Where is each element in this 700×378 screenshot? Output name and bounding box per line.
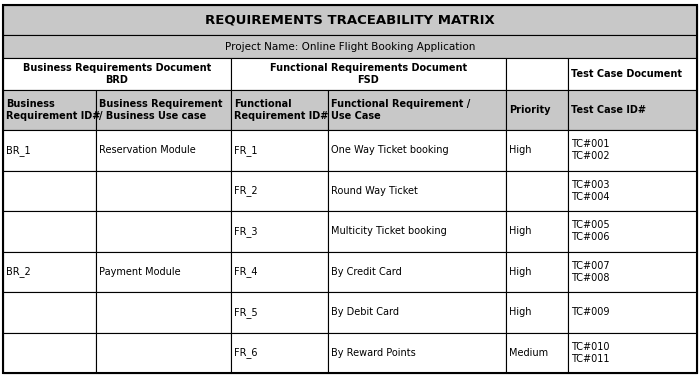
Text: TC#007
TC#008: TC#007 TC#008 [571, 260, 610, 283]
Bar [568, 211, 697, 251]
Text: Functional
Requirement ID#: Functional Requirement ID# [234, 99, 328, 121]
Bar [3, 5, 697, 35]
Bar [506, 58, 568, 90]
Text: Test Case ID#: Test Case ID# [571, 105, 646, 115]
Bar [506, 251, 568, 292]
Text: FR_5: FR_5 [234, 307, 258, 318]
Text: By Credit Card: By Credit Card [331, 267, 402, 277]
Bar [328, 211, 506, 251]
Text: Reservation Module: Reservation Module [99, 145, 196, 155]
Text: FR_3: FR_3 [234, 226, 258, 237]
Bar [3, 90, 96, 130]
Bar [568, 333, 697, 373]
Text: FR_2: FR_2 [234, 185, 258, 196]
Bar [568, 90, 697, 130]
Bar [96, 130, 231, 170]
Bar [231, 251, 328, 292]
Text: Test Case Document: Test Case Document [571, 69, 682, 79]
Bar [506, 170, 568, 211]
Bar [3, 211, 96, 251]
Text: Functional Requirements Document
FSD: Functional Requirements Document FSD [270, 63, 467, 85]
Bar [328, 251, 506, 292]
Text: High: High [509, 307, 531, 317]
Text: Business Requirement
/ Business Use case: Business Requirement / Business Use case [99, 99, 223, 121]
Bar [328, 90, 506, 130]
Bar [568, 170, 697, 211]
Text: Functional Requirement /
Use Case: Functional Requirement / Use Case [331, 99, 470, 121]
Text: TC#005
TC#006: TC#005 TC#006 [571, 220, 610, 242]
Bar [568, 292, 697, 333]
Text: Priority: Priority [509, 105, 550, 115]
Bar [328, 170, 506, 211]
Bar [568, 130, 697, 170]
Bar [231, 211, 328, 251]
Text: Project Name: Online Flight Booking Application: Project Name: Online Flight Booking Appl… [225, 42, 475, 51]
Text: Payment Module: Payment Module [99, 267, 181, 277]
Bar [231, 292, 328, 333]
Text: Business Requirements Document
BRD: Business Requirements Document BRD [23, 63, 211, 85]
Bar [3, 333, 96, 373]
Bar [568, 251, 697, 292]
Bar [568, 58, 697, 90]
Text: FR_6: FR_6 [234, 347, 258, 358]
Bar [231, 58, 506, 90]
Text: Multicity Ticket booking: Multicity Ticket booking [331, 226, 447, 236]
Bar [3, 35, 697, 58]
Text: High: High [509, 145, 531, 155]
Bar [96, 211, 231, 251]
Bar [231, 90, 328, 130]
Text: BR_1: BR_1 [6, 145, 31, 156]
Bar [231, 170, 328, 211]
Bar [3, 251, 96, 292]
Bar [506, 90, 568, 130]
Bar [3, 130, 96, 170]
Text: By Debit Card: By Debit Card [331, 307, 399, 317]
Bar [3, 170, 96, 211]
Text: Round Way Ticket: Round Way Ticket [331, 186, 418, 196]
Bar [231, 333, 328, 373]
Text: BR_2: BR_2 [6, 266, 31, 277]
Text: Business
Requirement ID#: Business Requirement ID# [6, 99, 100, 121]
Bar [506, 130, 568, 170]
Text: TC#003
TC#004: TC#003 TC#004 [571, 180, 610, 202]
Text: By Reward Points: By Reward Points [331, 348, 416, 358]
Bar [506, 292, 568, 333]
Text: Medium: Medium [509, 348, 548, 358]
Bar [328, 130, 506, 170]
Text: High: High [509, 267, 531, 277]
Bar [96, 333, 231, 373]
Bar [328, 333, 506, 373]
Bar [96, 170, 231, 211]
Bar [96, 292, 231, 333]
Bar [506, 211, 568, 251]
Text: High: High [509, 226, 531, 236]
Bar [96, 251, 231, 292]
Text: FR_1: FR_1 [234, 145, 258, 156]
Bar [328, 292, 506, 333]
Bar [506, 333, 568, 373]
Bar [3, 292, 96, 333]
Bar [96, 90, 231, 130]
Text: One Way Ticket booking: One Way Ticket booking [331, 145, 449, 155]
Bar [3, 58, 231, 90]
Bar [231, 130, 328, 170]
Text: TC#010
TC#011: TC#010 TC#011 [571, 342, 610, 364]
Text: TC#001
TC#002: TC#001 TC#002 [571, 139, 610, 161]
Text: REQUIREMENTS TRACEABILITY MATRIX: REQUIREMENTS TRACEABILITY MATRIX [205, 14, 495, 26]
Text: FR_4: FR_4 [234, 266, 258, 277]
Text: TC#009: TC#009 [571, 307, 610, 317]
